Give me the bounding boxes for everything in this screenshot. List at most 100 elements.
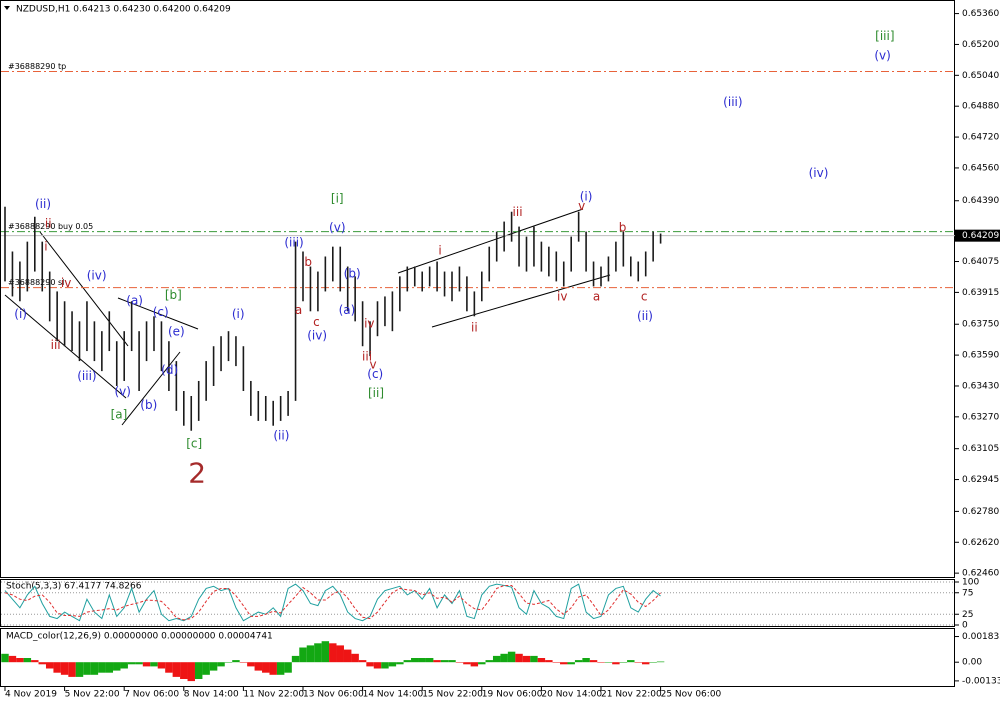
macd-bar (433, 660, 441, 663)
macd-bar (291, 655, 300, 663)
trend-line (4, 294, 127, 399)
macd-bar (142, 662, 151, 667)
macd-bar (224, 662, 233, 663)
macd-bar (83, 662, 91, 675)
macd-bar (552, 662, 561, 663)
stoch-line (4, 584, 661, 621)
wave-label: (e) (168, 324, 185, 338)
macd-bar (567, 662, 575, 665)
macd-bar (403, 660, 412, 663)
macd-bar (202, 662, 210, 675)
wave-label: ii (45, 216, 52, 230)
macd-bar (113, 662, 121, 671)
trend-line (121, 351, 181, 426)
x-tick-label: 20 Nov 14:00 (541, 690, 602, 700)
macd-bar (209, 662, 218, 671)
macd-bar (16, 658, 24, 663)
macd-bar (515, 653, 523, 663)
y-tick-label: -0.001335 (962, 676, 1000, 686)
macd-bar (232, 660, 240, 663)
y-tick-label: 0.62945 (962, 475, 999, 485)
macd-bar (448, 660, 456, 663)
macd-bar (306, 645, 315, 663)
x-tick-label: 7 Nov 06:00 (124, 690, 179, 700)
menu-arrow (4, 6, 10, 10)
macd-bar (120, 662, 128, 669)
macd-bar (105, 662, 114, 673)
wave-label: (v) (114, 384, 130, 398)
macd-bar (560, 662, 568, 665)
wave-label: (v) (329, 220, 345, 234)
macd-bar (537, 658, 546, 663)
macd-bar (396, 662, 404, 665)
macd-bar (329, 643, 337, 663)
macd-bar (1, 653, 9, 663)
wave-label: [i] (331, 191, 344, 205)
macd-title: MACD_color(12,26,9) 0.00000000 0.0000000… (6, 632, 273, 642)
y-tick-label: 100 (962, 578, 979, 588)
x-tick-label: 25 Nov 06:00 (661, 690, 722, 700)
y-tick-label: 0.63915 (962, 288, 999, 298)
macd-bar (381, 662, 389, 669)
macd-bar (165, 662, 173, 673)
order-label: #36888290 sl (8, 278, 64, 287)
macd-bar (31, 660, 39, 663)
y-tick-label: 75 (962, 588, 973, 598)
macd-bar (194, 662, 203, 679)
macd-bar (38, 662, 46, 665)
macd-bar (98, 662, 106, 673)
macd-bar (314, 643, 322, 663)
macd-bar (343, 649, 352, 663)
macd-bar (500, 653, 508, 663)
last-price-box (955, 229, 1000, 242)
order-label: #36888290 tp (8, 62, 66, 71)
wave-label: [b] (165, 288, 182, 302)
macd-bar (321, 641, 330, 663)
macd-bar (23, 658, 32, 663)
y-tick-label: 0.62460 (962, 569, 999, 579)
macd-bar (619, 662, 628, 663)
wave-label: v (369, 357, 376, 371)
wave-label: a (593, 290, 600, 304)
wave-label: (i) (580, 189, 593, 203)
wave-label: iv (364, 317, 374, 331)
wave-label: i (44, 240, 47, 254)
macd-bar (239, 662, 248, 663)
macd-bar (336, 645, 344, 663)
wave-label: c (313, 315, 320, 329)
y-tick-label: 0.64560 (962, 163, 999, 173)
wave-label: [c] (186, 436, 202, 450)
y-tick-label: 0 (962, 621, 968, 631)
wave-label: iii (513, 205, 523, 219)
y-tick-label: 0.64880 (962, 102, 999, 112)
chart-title: NZDUSD,H1 0.64213 0.64230 0.64200 0.6420… (16, 5, 231, 15)
macd-bar (574, 660, 583, 663)
macd-bar (172, 662, 181, 677)
wave-label: iv (61, 276, 71, 290)
macd-bar (589, 660, 598, 663)
wave-label: v (578, 199, 585, 213)
macd-bar (262, 662, 270, 673)
wave-label: (c) (153, 305, 169, 319)
macd-bar (150, 662, 158, 667)
wave-label: (iv) (809, 166, 829, 180)
y-tick-label: 0.00 (962, 658, 982, 668)
wave-label: (iii) (723, 95, 742, 109)
wave-label: [a] (111, 407, 128, 421)
macd-bar (641, 662, 650, 665)
x-tick-label: 15 Nov 22:00 (422, 690, 483, 700)
wave-label: (b) (140, 398, 157, 412)
macd-bar (418, 658, 426, 663)
x-tick-label: 13 Nov 06:00 (303, 690, 364, 700)
macd-bar (60, 662, 69, 675)
macd-bar (366, 662, 374, 667)
x-tick-label: 19 Nov 06:00 (482, 690, 543, 700)
y-tick-label: 0.63270 (962, 412, 999, 422)
macd-bar (284, 662, 292, 673)
macd-bar (604, 662, 613, 663)
order-label: #36888290 buy 0.05 (8, 222, 93, 231)
wave-label: a (295, 303, 302, 317)
macd-bar (187, 662, 195, 682)
